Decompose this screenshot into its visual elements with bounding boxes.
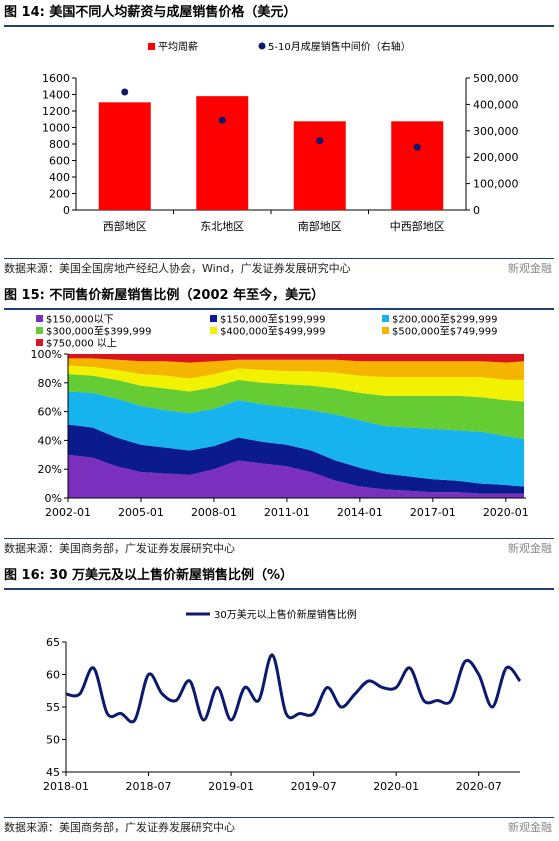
y-tick-label: 60%: [38, 406, 62, 419]
bar: [391, 121, 444, 210]
bar: [196, 96, 249, 210]
y-left-tick-label: 1400: [42, 89, 70, 102]
x-tick-label: 南部地区: [298, 219, 342, 233]
chart-14: 平均周薪 5-10月成屋销售中间价（右轴） 0 200 400 600 800 1000 120…: [42, 40, 519, 233]
y-tick-label: 100%: [31, 348, 62, 361]
y-left-tick-label: 1200: [42, 105, 70, 118]
legend-swatch: [382, 315, 389, 322]
y-right-tick-label: 500,000: [473, 72, 519, 85]
y-right-tick-label: 100,000: [473, 178, 519, 191]
x-tick-label: 2014-01: [337, 506, 383, 519]
y-left-tick-label: 0: [63, 204, 70, 217]
x-tick-label: 东北地区: [200, 220, 244, 233]
legend-label: $150,000以下: [46, 315, 114, 326]
x-tick-label: 2019-07: [291, 780, 337, 793]
legend-swatch: [210, 327, 217, 334]
bar: [293, 121, 346, 210]
legend-bar-swatch: [148, 43, 155, 50]
x-tick-label: 2020-01: [483, 506, 529, 519]
legend-swatch: [36, 327, 43, 334]
price-dot: [413, 143, 421, 151]
legend-swatch: [382, 327, 389, 334]
y-right-tick-label: 400,000: [473, 98, 519, 111]
y-tick-label: 65: [46, 636, 60, 649]
x-tick-label: 2018-07: [126, 780, 172, 793]
y-right-tick-label: 0: [473, 204, 480, 217]
legend-label: $150,000至$199,999: [220, 314, 325, 326]
figure-16-title: 图 16: 30 万美元及以上售价新屋销售比例（%）: [4, 566, 554, 590]
price-dot: [218, 116, 226, 124]
area-$400,000至$499,999: [68, 365, 525, 402]
figure-15-label: 图 15:: [4, 288, 45, 303]
x-tick-label: 2002-01: [45, 506, 91, 519]
watermark-16: 新观金融: [508, 821, 552, 834]
y-tick-label: 80%: [38, 377, 62, 390]
legend-dot-swatch: [258, 42, 266, 50]
legend-label: $500,000至$749,999: [392, 326, 497, 338]
x-tick-label: 2005-01: [118, 506, 164, 519]
figure-14-title-text: 美国不同人均薪资与成屋销售价格（美元）: [49, 5, 297, 20]
figure-16-source: 数据来源：美国商务部，广发证券发展研究中心 新观金融: [4, 817, 554, 838]
legend-label: $300,000至$399,999: [46, 326, 151, 338]
area-$500,000至$749,999: [68, 358, 525, 380]
y-tick-label: 40%: [38, 434, 62, 447]
legend-line-label: 30万美元以上售价新屋销售比例: [214, 608, 357, 621]
x-tick-label: 2018-01: [43, 780, 89, 793]
price-dot: [316, 137, 324, 145]
legend-label: $400,000至$499,999: [220, 326, 325, 338]
y-left-tick-label: 1600: [42, 72, 70, 85]
y-tick-label: 20%: [38, 463, 62, 476]
legend-dot-label: 5-10月成屋销售中间价（右轴）: [268, 40, 411, 53]
y-right-tick-label: 200,000: [473, 151, 519, 164]
y-left-tick-label: 800: [49, 138, 70, 151]
y-left-tick-label: 200: [49, 188, 70, 201]
legend-swatch: [210, 315, 217, 322]
x-tick-label: 2008-01: [191, 506, 237, 519]
figure-16-source-text: 数据来源：美国商务部，广发证券发展研究中心: [4, 821, 235, 834]
figure-15-title: 图 15: 不同售价新屋销售比例（2002 年至今，美元）: [4, 286, 554, 310]
price-dot: [121, 88, 129, 96]
y-tick-label: 45: [46, 766, 60, 779]
bar: [98, 102, 151, 210]
legend-swatch: [36, 339, 43, 346]
figure-16-title-text: 30 万美元及以上售价新屋销售比例（%）: [49, 568, 294, 583]
area-$200,000至$299,999: [68, 391, 525, 487]
y-tick-label: 50: [46, 734, 60, 747]
x-tick-label: 2020-07: [456, 780, 502, 793]
area-$750,000 以上: [68, 354, 525, 363]
figure-14-source: 数据来源：美国全国房地产经纪人协会，Wind，广发证券发展研究中心 新观金融: [4, 258, 554, 279]
y-tick-label: 0%: [45, 492, 62, 505]
chart-15: $150,000以下 $150,000至$199,999 $200,000至$299…: [31, 314, 529, 520]
figure-14-title: 图 14: 美国不同人均薪资与成屋销售价格（美元）: [4, 3, 554, 27]
watermark-14: 新观金融: [508, 262, 552, 275]
figure-14-source-text: 数据来源：美国全国房地产经纪人协会，Wind，广发证券发展研究中心: [4, 262, 351, 275]
y-tick-label: 60: [46, 669, 60, 682]
figure-15-title-text: 不同售价新屋销售比例（2002 年至今，美元）: [49, 288, 325, 303]
watermark-15: 新观金融: [508, 542, 552, 555]
figure-15-source-text: 数据来源：美国商务部，广发证券发展研究中心: [4, 542, 235, 555]
y-left-tick-label: 1000: [42, 122, 70, 135]
y-tick-label: 55: [46, 701, 60, 714]
x-tick-label: 2019-01: [208, 780, 254, 793]
x-tick-label: 2017-01: [410, 506, 456, 519]
legend-label: $750,000 以上: [46, 338, 117, 350]
area-$150,000以下: [68, 454, 525, 498]
x-tick-label: 中西部地区: [390, 219, 445, 233]
area-$300,000至$399,999: [68, 374, 525, 439]
area-$150,000至$199,999: [68, 424, 525, 494]
x-tick-label: 2011-01: [264, 506, 310, 519]
legend-label: $200,000至$299,999: [392, 314, 497, 326]
figure-16-label: 图 16:: [4, 568, 45, 583]
legend-bar-label: 平均周薪: [158, 41, 198, 53]
series-line: [65, 653, 522, 724]
figure-15-source: 数据来源：美国商务部，广发证券发展研究中心 新观金融: [4, 538, 554, 559]
y-left-tick-label: 600: [49, 155, 70, 168]
chart-16: 30万美元以上售价新屋销售比例 45 50 55 60 65 2018-01 2018-07 2…: [43, 608, 522, 793]
legend-swatch: [36, 315, 43, 322]
x-tick-label: 2020-01: [373, 780, 419, 793]
y-left-tick-label: 400: [49, 171, 70, 184]
figure-14-label: 图 14:: [4, 5, 45, 20]
x-tick-label: 西部地区: [103, 219, 147, 233]
y-right-tick-label: 300,000: [473, 125, 519, 138]
